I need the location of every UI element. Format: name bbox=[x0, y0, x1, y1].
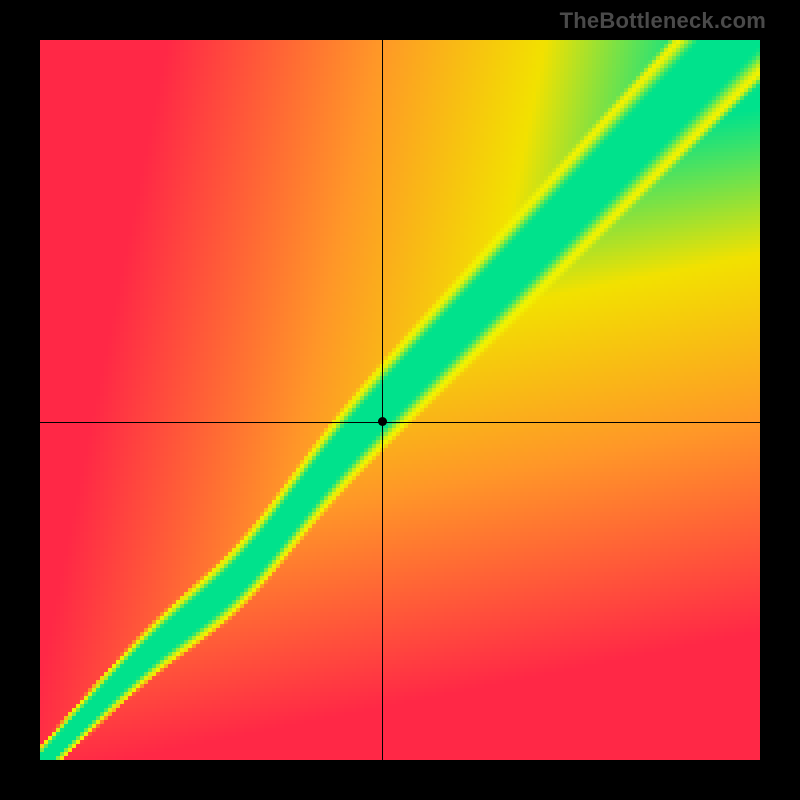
watermark-text: TheBottleneck.com bbox=[560, 8, 766, 34]
crosshair-vertical bbox=[382, 40, 383, 760]
crosshair-horizontal bbox=[40, 422, 760, 423]
crosshair-marker bbox=[378, 417, 387, 426]
heatmap-plot bbox=[40, 40, 760, 760]
chart-container: { "watermark": { "text": "TheBottleneck.… bbox=[0, 0, 800, 800]
